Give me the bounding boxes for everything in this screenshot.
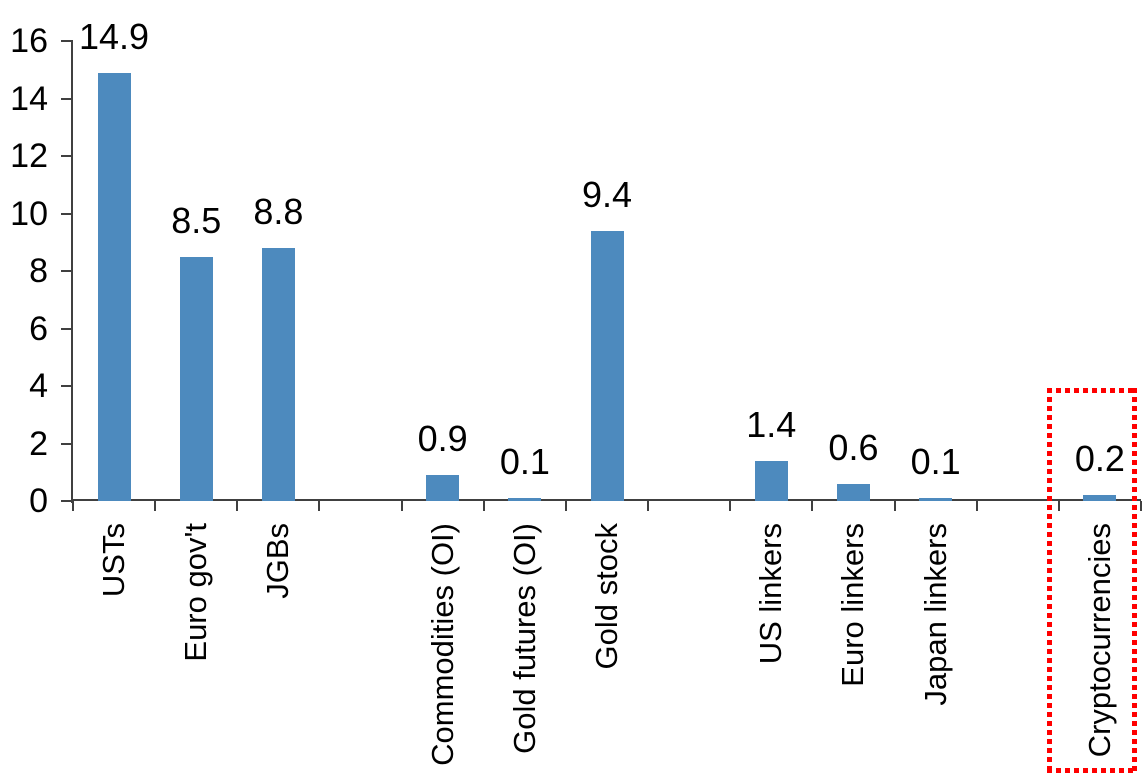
bar-japan-linkers (919, 498, 953, 501)
x-axis-category-label: Commodities (OI) (424, 523, 460, 766)
x-axis-category-label: Euro linkers (835, 523, 871, 687)
x-axis-tick (482, 501, 485, 511)
x-axis-tick (564, 501, 567, 511)
x-axis-tick (975, 501, 978, 511)
y-axis-tick (61, 327, 71, 330)
y-axis-tick-label: 14 (10, 79, 48, 118)
y-axis-tick-label: 2 (29, 424, 48, 463)
value-label: 9.4 (581, 173, 633, 215)
highlight-box-edge-left (1046, 388, 1052, 773)
y-axis-tick (61, 155, 71, 157)
x-axis-category-label: USTs (96, 523, 132, 598)
bar-cryptocurrencies (1083, 495, 1117, 501)
y-axis-tick (61, 385, 71, 387)
x-axis-category-label: US linkers (753, 523, 789, 665)
value-label: 0.1 (910, 441, 961, 483)
value-label: 0.9 (417, 418, 468, 460)
value-label: 0.2 (1074, 438, 1125, 480)
y-axis-tick-label: 8 (29, 252, 48, 290)
bar-euro-gov-t (179, 256, 213, 501)
bar-us-linkers (754, 460, 788, 501)
bar-gold-stock (590, 230, 624, 501)
x-axis-category-label: Euro gov't (178, 523, 214, 662)
y-axis-tick (61, 270, 71, 272)
value-label: 8.8 (253, 191, 304, 232)
value-label: 14.9 (79, 15, 150, 57)
value-label: 8.5 (171, 199, 222, 241)
value-label: 0.6 (828, 426, 879, 468)
y-axis-tick-label: 10 (10, 194, 48, 233)
y-axis-tick (61, 500, 71, 502)
y-axis-tick (61, 40, 71, 42)
x-axis-tick (72, 501, 74, 511)
x-axis-tick (647, 501, 650, 511)
value-label: 0.1 (499, 441, 550, 483)
x-axis-tick (893, 501, 896, 511)
x-axis-tick (811, 501, 814, 511)
y-axis-tick-label: 12 (10, 137, 48, 175)
highlight-box (1046, 388, 1137, 773)
bar-gold-futures-oi- (508, 498, 542, 501)
x-axis-tick (318, 501, 321, 511)
bar-jgbs (261, 248, 295, 501)
y-axis-tick-label: 4 (29, 367, 48, 405)
y-axis-line (71, 40, 73, 503)
y-axis-tick-label: 6 (29, 309, 48, 348)
bar-commodities-oi- (426, 475, 460, 501)
x-axis-tick (236, 501, 239, 511)
x-axis-category-label: Gold futures (OI) (506, 523, 542, 754)
y-axis-tick (61, 212, 71, 215)
y-axis-tick-label: 16 (10, 22, 48, 60)
bar-euro-linkers (836, 483, 870, 501)
x-axis-tick (400, 501, 403, 511)
bar-usts (97, 72, 131, 501)
x-axis-category-label: JGBs (260, 523, 296, 599)
x-axis-tick (1057, 501, 1060, 511)
highlight-box-edge-right (1131, 388, 1137, 773)
y-axis-tick-label: 0 (29, 482, 48, 520)
x-axis-tick (1140, 501, 1142, 511)
value-label: 1.4 (746, 403, 797, 445)
highlight-box-edge-top (1046, 388, 1137, 393)
x-axis-tick (729, 501, 732, 511)
y-axis-tick (61, 97, 71, 100)
x-axis-tick (154, 501, 157, 511)
y-axis-tick (61, 442, 71, 445)
highlight-box-edge-bottom (1046, 768, 1137, 773)
x-axis-category-label: Japan linkers (917, 523, 953, 706)
x-axis-category-label: Gold stock (589, 523, 624, 670)
